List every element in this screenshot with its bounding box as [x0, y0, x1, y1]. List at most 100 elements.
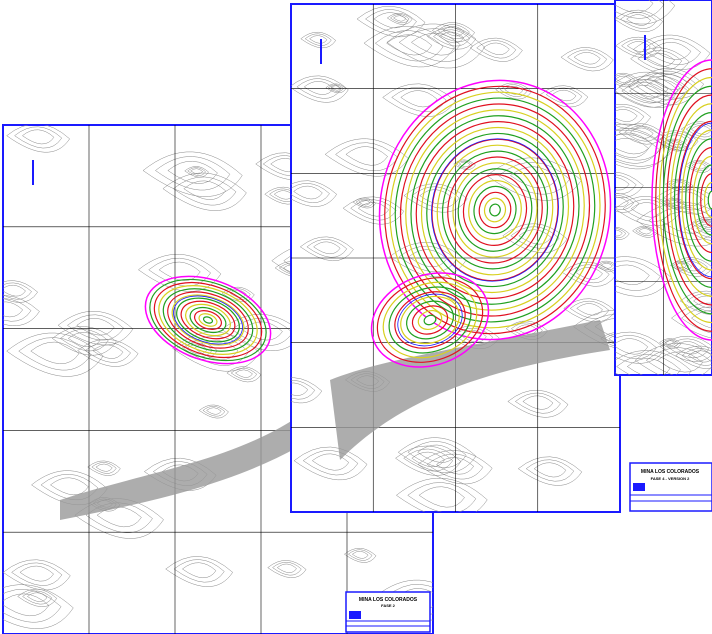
- bench: [707, 190, 712, 210]
- bench: [167, 291, 249, 349]
- bench: [411, 305, 449, 335]
- bench: [441, 150, 549, 270]
- bench: [655, 68, 712, 332]
- bench: [447, 156, 543, 264]
- bench: [202, 316, 214, 324]
- bench: [468, 179, 522, 241]
- bench: [193, 310, 223, 330]
- contour: [615, 171, 644, 198]
- waste-dump: [60, 400, 340, 520]
- bench: [189, 306, 227, 334]
- bench: [489, 203, 501, 217]
- bench: [423, 314, 437, 326]
- bench: [144, 275, 272, 365]
- bench: [426, 132, 564, 288]
- sheet-title: MINA LOS COLORADOS: [641, 469, 700, 475]
- contents: [615, 0, 712, 375]
- contour: [679, 290, 712, 315]
- contour: [343, 548, 377, 563]
- logo: [349, 611, 361, 619]
- contour: [615, 0, 676, 25]
- contour: [3, 295, 40, 326]
- bench: [176, 297, 240, 343]
- bench: [185, 303, 231, 337]
- contour: [342, 196, 405, 225]
- ramp: [678, 122, 712, 278]
- bench: [677, 120, 712, 280]
- bench: [384, 85, 606, 335]
- contour: [293, 446, 368, 481]
- logo: [633, 483, 645, 491]
- bench: [662, 85, 712, 315]
- bench: [180, 300, 236, 340]
- pit: [651, 59, 712, 341]
- bench: [670, 103, 712, 297]
- bench: [410, 115, 580, 305]
- ramp: [173, 295, 243, 345]
- bench: [688, 146, 712, 254]
- ramp: [431, 138, 559, 282]
- bench: [394, 291, 466, 349]
- bench: [431, 138, 559, 282]
- sheet-subtitle: FASE 2: [381, 603, 396, 608]
- bench: [452, 162, 538, 258]
- bench: [415, 121, 575, 299]
- title-block: [629, 462, 712, 512]
- contour: [395, 477, 488, 512]
- pit: [144, 275, 272, 365]
- contents: [3, 125, 433, 634]
- contour: [87, 460, 121, 476]
- bench: [436, 144, 554, 276]
- waste-dump: [330, 320, 610, 460]
- contour: [615, 36, 663, 59]
- bench: [405, 109, 585, 311]
- bench: [153, 281, 263, 359]
- contour: [659, 338, 682, 349]
- bench: [457, 168, 533, 252]
- contour: [615, 226, 630, 240]
- bench: [171, 294, 245, 346]
- bench: [388, 286, 472, 354]
- bench: [700, 173, 712, 227]
- contour: [403, 183, 468, 213]
- contour: [615, 103, 652, 130]
- contents: [291, 4, 620, 512]
- bench: [376, 277, 484, 363]
- contour: [469, 37, 523, 62]
- bench: [400, 295, 460, 345]
- contour: [427, 27, 477, 50]
- bench: [420, 126, 570, 294]
- contour: [386, 23, 486, 69]
- contour: [3, 559, 71, 591]
- bench: [370, 272, 490, 368]
- contour: [17, 588, 58, 607]
- contour: [77, 338, 139, 367]
- contour: [615, 193, 640, 213]
- contour: [165, 556, 234, 587]
- contour: [300, 31, 337, 49]
- contour: [3, 280, 38, 303]
- contour: [507, 389, 569, 418]
- sheet-fase-4: [614, 0, 712, 376]
- bench: [666, 94, 712, 306]
- contour: [560, 47, 614, 72]
- contour: [386, 13, 413, 25]
- contour: [517, 456, 583, 486]
- bench: [483, 197, 507, 223]
- contour: [615, 350, 692, 375]
- bench: [417, 309, 443, 331]
- contour: [198, 404, 229, 419]
- contour: [6, 332, 104, 377]
- bench: [149, 278, 267, 362]
- sheet-middle: [290, 3, 621, 513]
- contour: [363, 25, 455, 68]
- contour: [291, 180, 338, 207]
- contour: [395, 445, 462, 476]
- title-blocks: MINA LOS COLORADOS FASE 2 MINA LOS COLOR…: [345, 462, 712, 633]
- bench: [681, 129, 712, 271]
- contour: [356, 5, 426, 38]
- bench: [462, 174, 528, 246]
- contour: [291, 75, 349, 103]
